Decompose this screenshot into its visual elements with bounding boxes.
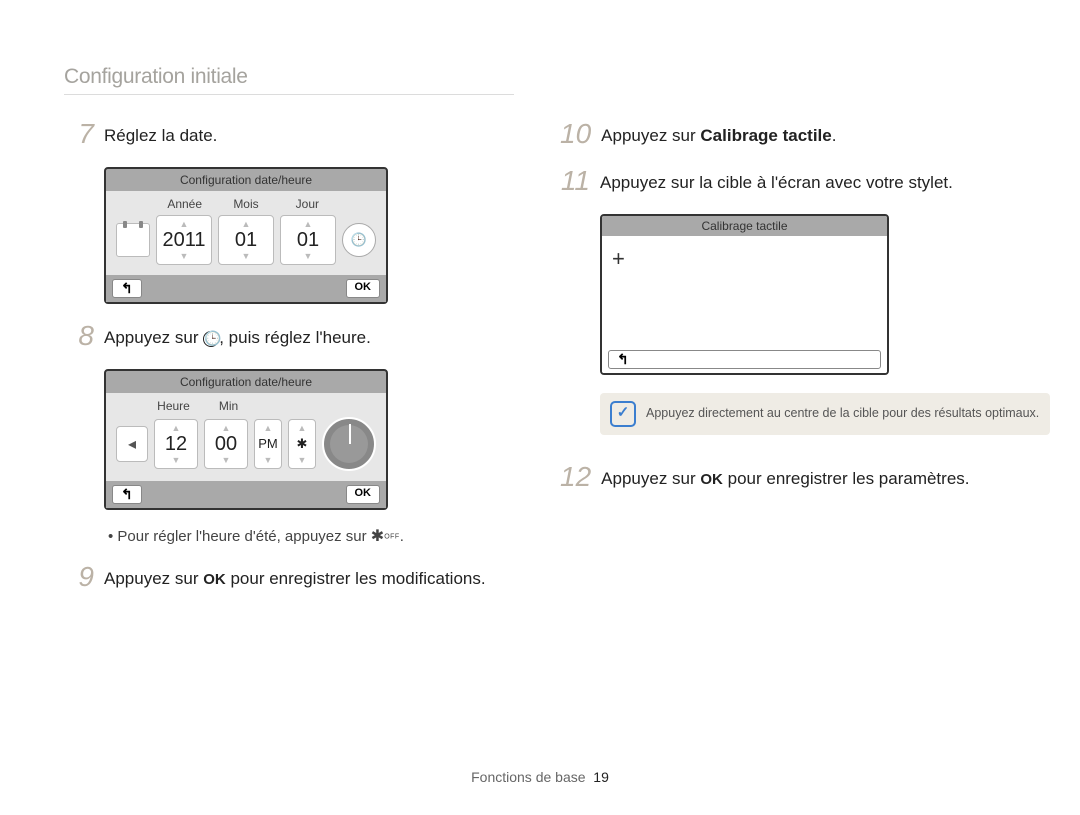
step-text: Réglez la date. [104, 120, 524, 149]
day-value: 01 [281, 228, 335, 252]
section-title: Configuration initiale [64, 65, 248, 89]
dst-icon: ✱ [371, 529, 384, 545]
label-day: Jour [277, 197, 338, 211]
arrow-up-icon[interactable]: ▲ [205, 424, 247, 432]
back-button[interactable]: ↰ [112, 279, 142, 298]
calibration-screen: Calibrage tactile + ↰ [600, 214, 889, 375]
screen-footer: ↰ [602, 346, 887, 373]
text-fragment: Pour régler l'heure d'été, appuyez sur [117, 528, 370, 545]
hour-value: 12 [155, 432, 197, 456]
text-fragment: Appuyez sur [601, 126, 700, 145]
arrow-down-icon[interactable]: ▼ [289, 456, 315, 464]
footer-label: Fonctions de base [471, 769, 585, 785]
divider [64, 94, 514, 95]
clock-icon: 🕒 [203, 331, 219, 347]
arrow-up-icon[interactable]: ▲ [289, 424, 315, 432]
calendar-icon [116, 223, 150, 257]
info-icon: ✓ [610, 401, 636, 427]
prev-button[interactable]: ◂ [116, 426, 148, 462]
screen-footer: ↰ OK [106, 481, 386, 508]
analog-clock-icon [322, 417, 376, 471]
step-text: Appuyez sur Calibrage tactile. [601, 120, 1020, 149]
arrow-down-icon[interactable]: ▼ [155, 456, 197, 464]
text-fragment: Appuyez sur [601, 469, 700, 488]
ok-button[interactable]: OK [346, 485, 381, 504]
label-month: Mois [215, 197, 276, 211]
step-number: 9 [64, 563, 104, 591]
info-text: Appuyez directement au centre de la cibl… [646, 405, 1039, 423]
step-10: 10 Appuyez sur Calibrage tactile. [560, 120, 1020, 149]
step-12: 12 Appuyez sur OK pour enregistrer les p… [560, 463, 1020, 493]
step-text: Appuyez sur la cible à l'écran avec votr… [600, 167, 1020, 196]
step-8: 8 Appuyez sur 🕒, puis réglez l'heure. [64, 322, 524, 351]
back-button[interactable]: ↰ [608, 350, 881, 369]
arrow-down-icon[interactable]: ▼ [281, 252, 335, 260]
screen-footer: ↰ OK [106, 275, 386, 302]
switch-to-time-button[interactable]: 🕒 [342, 223, 376, 257]
step-number: 10 [560, 120, 601, 148]
screen-title: Configuration date/heure [106, 169, 386, 191]
ampm-value: PM [255, 432, 281, 456]
label-year: Année [154, 197, 215, 211]
arrow-up-icon[interactable]: ▲ [255, 424, 281, 432]
ok-button[interactable]: OK [346, 279, 381, 298]
page-footer: Fonctions de base 19 [0, 769, 1080, 785]
day-spinner[interactable]: ▲ 01 ▼ [280, 215, 336, 265]
arrow-down-icon[interactable]: ▼ [219, 252, 273, 260]
screen-title: Configuration date/heure [106, 371, 386, 393]
dst-value: ✱ [289, 432, 315, 456]
year-value: 2011 [157, 228, 211, 252]
arrow-up-icon[interactable]: ▲ [155, 424, 197, 432]
hour-spinner[interactable]: ▲ 12 ▼ [154, 419, 198, 469]
text-fragment: Appuyez sur [104, 328, 203, 347]
page-number: 19 [593, 769, 609, 785]
arrow-down-icon[interactable]: ▼ [205, 456, 247, 464]
step-number: 7 [64, 120, 104, 148]
step-text: Appuyez sur 🕒, puis réglez l'heure. [104, 322, 524, 351]
step-9: 9 Appuyez sur OK pour enregistrer les mo… [64, 563, 524, 593]
label-hour: Heure [146, 399, 201, 413]
info-box: ✓ Appuyez directement au centre de la ci… [600, 393, 1050, 435]
step-7: 7 Réglez la date. [64, 120, 524, 149]
dst-spinner[interactable]: ▲ ✱ ▼ [288, 419, 316, 469]
calibration-target-icon[interactable]: + [612, 246, 625, 272]
text-fragment: . [832, 126, 837, 145]
month-value: 01 [219, 228, 273, 252]
dst-off-label: OFF [384, 534, 400, 541]
text-fragment: , puis réglez l'heure. [219, 328, 371, 347]
screen-body[interactable]: + [602, 236, 887, 346]
screen-body: Heure Min ◂ ▲ 12 ▼ ▲ 00 ▼ [106, 393, 386, 481]
ok-icon: OK [203, 566, 226, 593]
screen-body: Année Mois Jour ▲ 2011 ▼ ▲ 01 ▼ [106, 191, 386, 275]
bold-fragment: Calibrage tactile [700, 126, 831, 145]
back-button[interactable]: ↰ [112, 485, 142, 504]
minute-spinner[interactable]: ▲ 00 ▼ [204, 419, 248, 469]
step-number: 11 [560, 167, 600, 195]
step-text: Appuyez sur OK pour enregistrer les para… [601, 463, 1020, 493]
step-number: 8 [64, 322, 104, 350]
text-fragment: pour enregistrer les modifications. [226, 569, 486, 588]
text-fragment: Appuyez sur [104, 569, 203, 588]
date-config-screen: Configuration date/heure Année Mois Jour… [104, 167, 388, 304]
text-fragment: pour enregistrer les paramètres. [723, 469, 970, 488]
arrow-down-icon[interactable]: ▼ [255, 456, 281, 464]
ok-icon: OK [700, 466, 723, 493]
year-spinner[interactable]: ▲ 2011 ▼ [156, 215, 212, 265]
arrow-up-icon[interactable]: ▲ [281, 220, 335, 228]
minute-value: 00 [205, 432, 247, 456]
dst-note: Pour régler l'heure d'été, appuyez sur ✱… [108, 528, 524, 545]
step-11: 11 Appuyez sur la cible à l'écran avec v… [560, 167, 1020, 196]
step-text: Appuyez sur OK pour enregistrer les modi… [104, 563, 524, 593]
label-min: Min [201, 399, 256, 413]
arrow-up-icon[interactable]: ▲ [157, 220, 211, 228]
arrow-up-icon[interactable]: ▲ [219, 220, 273, 228]
step-number: 12 [560, 463, 601, 491]
ampm-spinner[interactable]: ▲ PM ▼ [254, 419, 282, 469]
month-spinner[interactable]: ▲ 01 ▼ [218, 215, 274, 265]
time-config-screen: Configuration date/heure Heure Min ◂ ▲ 1… [104, 369, 388, 510]
screen-title: Calibrage tactile [602, 216, 887, 236]
arrow-down-icon[interactable]: ▼ [157, 252, 211, 260]
